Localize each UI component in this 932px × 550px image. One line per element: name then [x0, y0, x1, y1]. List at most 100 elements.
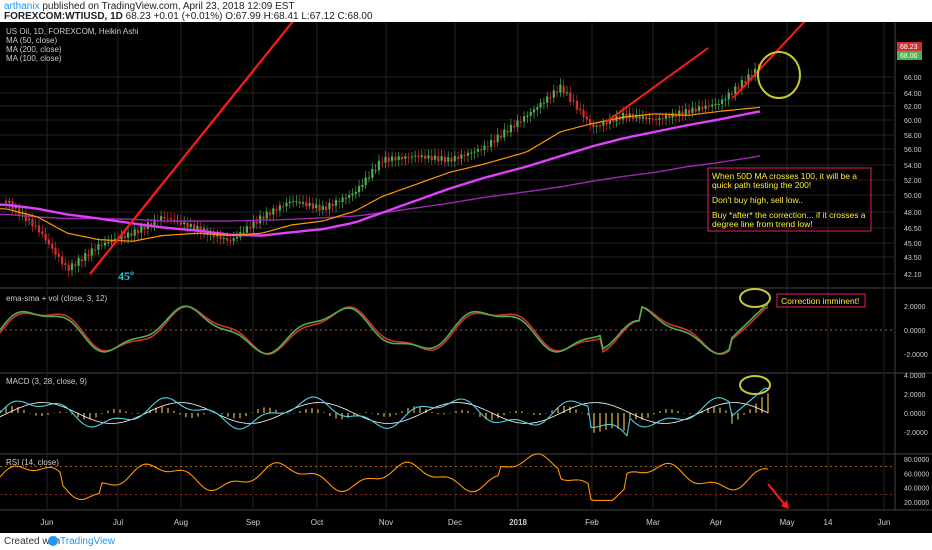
candle-body	[318, 204, 321, 211]
candle-body	[727, 92, 730, 100]
annotation-line-4: Don't buy high, sell low..	[712, 195, 803, 205]
candle-body	[628, 113, 631, 118]
candle-body	[120, 235, 123, 240]
candle-body	[539, 102, 542, 108]
macd-histogram-bar	[263, 407, 265, 413]
tradingview-link[interactable]: TradingView	[60, 536, 116, 547]
x-tick-label: Jun	[41, 518, 54, 527]
candle-body	[569, 92, 572, 102]
macd-histogram-bar	[419, 406, 421, 413]
macd-histogram-bar	[251, 412, 253, 414]
candle-body	[519, 121, 522, 123]
candle-body	[229, 240, 232, 242]
macd-histogram-bar	[551, 410, 553, 413]
macd-histogram-bar	[377, 413, 379, 416]
y-tick-label: 50.00	[904, 193, 922, 200]
candle-body	[298, 201, 301, 205]
symbol-name[interactable]: FOREXCOM:WTIUSD, 1D	[4, 11, 123, 22]
candle-body	[344, 197, 347, 199]
macd-histogram-bar	[623, 413, 625, 431]
macd-histogram-bar	[107, 410, 109, 413]
moving-averages-layer	[0, 106, 761, 242]
candle-body	[480, 149, 483, 151]
macd-histogram-bar	[485, 413, 487, 420]
candle-body	[34, 225, 37, 227]
chart-background	[0, 22, 932, 533]
emasma-tick-label: 0.0000	[904, 328, 926, 335]
candle-body	[664, 115, 668, 119]
candle-body	[754, 68, 757, 77]
x-tick-label: Mar	[646, 518, 660, 527]
macd-histogram-bar	[653, 413, 655, 415]
candle-body	[282, 206, 285, 208]
candle-body	[163, 216, 166, 219]
footer-bar: Created with TradingView	[0, 533, 932, 550]
candle-body	[57, 253, 60, 257]
ohlc-values: O:67.99 H:68.41 L:67.12 C:68.00	[225, 11, 373, 22]
candle-body	[678, 110, 681, 117]
macd-histogram-bar	[443, 413, 445, 415]
candle-body	[513, 125, 516, 128]
candle-body	[417, 155, 420, 158]
candle-body	[331, 203, 334, 207]
y-tick-label: 52.00	[904, 178, 922, 185]
macd-histogram-bar	[461, 409, 463, 413]
candle-body	[552, 90, 555, 98]
trendline-feb	[605, 47, 709, 123]
candle-body	[532, 109, 536, 113]
candle-body	[301, 202, 305, 204]
macd-histogram-bar	[221, 413, 223, 415]
candle-body	[655, 119, 658, 121]
ma50-line	[0, 106, 761, 242]
macd-histogram-bar	[77, 413, 79, 418]
macd-histogram-bar	[197, 413, 199, 417]
macd-line	[0, 387, 768, 437]
candle-body	[694, 108, 697, 112]
y-tick-label: 56.00	[904, 147, 922, 154]
macd-histogram-bar	[521, 411, 523, 413]
x-tick-label: Dec	[448, 518, 462, 527]
candle-body	[321, 205, 324, 210]
candle-body	[196, 225, 199, 230]
candle-body	[542, 102, 545, 104]
macd-histogram-bar	[359, 412, 361, 414]
macd-histogram-bar	[191, 413, 193, 418]
candle-body	[549, 97, 552, 99]
macd-histogram-bar	[767, 393, 769, 413]
candle-body	[268, 212, 272, 215]
macd-histogram-bar	[473, 413, 475, 414]
macd-tick-label: 2.0000	[904, 392, 926, 399]
author-link[interactable]: arthanix	[4, 1, 40, 12]
macd-histogram-bar	[329, 413, 331, 416]
candle-body	[110, 241, 113, 243]
macd-histogram-bar	[731, 413, 733, 424]
macd-histogram-bar	[23, 409, 25, 413]
chart-canvas[interactable]: 66.00 64.00 62.00 60.00 58.00 56.00 54.00 52.00…	[0, 22, 932, 533]
macd-histogram-bar	[533, 413, 535, 415]
annotation-box	[707, 167, 872, 232]
grid-layer	[0, 22, 932, 511]
candle-body	[41, 231, 44, 235]
y-tick-label: 46.50	[904, 226, 922, 233]
candle-body	[740, 80, 743, 89]
candle-body	[262, 216, 265, 219]
candle-body	[691, 107, 694, 114]
candle-body	[202, 228, 206, 232]
macd-histogram-bar	[293, 413, 295, 414]
y-tick-label: 43.50	[904, 255, 922, 262]
macd-tick-label: -2.0000	[904, 430, 928, 437]
candle-body	[295, 201, 298, 203]
macd-histogram-bar	[173, 410, 175, 413]
candle-body	[562, 85, 565, 94]
candle-body	[490, 139, 493, 147]
candle-body	[384, 156, 387, 163]
macd-histogram-bar	[233, 413, 235, 419]
macd-histogram-bar	[17, 407, 19, 413]
macd-tick-label: 4.0000	[904, 373, 926, 380]
candle-body	[697, 106, 701, 112]
candle-body	[684, 108, 687, 115]
candle-body	[100, 244, 103, 246]
candle-body	[509, 124, 512, 133]
candle-body	[466, 152, 470, 156]
macd-histogram-bar	[131, 413, 133, 414]
